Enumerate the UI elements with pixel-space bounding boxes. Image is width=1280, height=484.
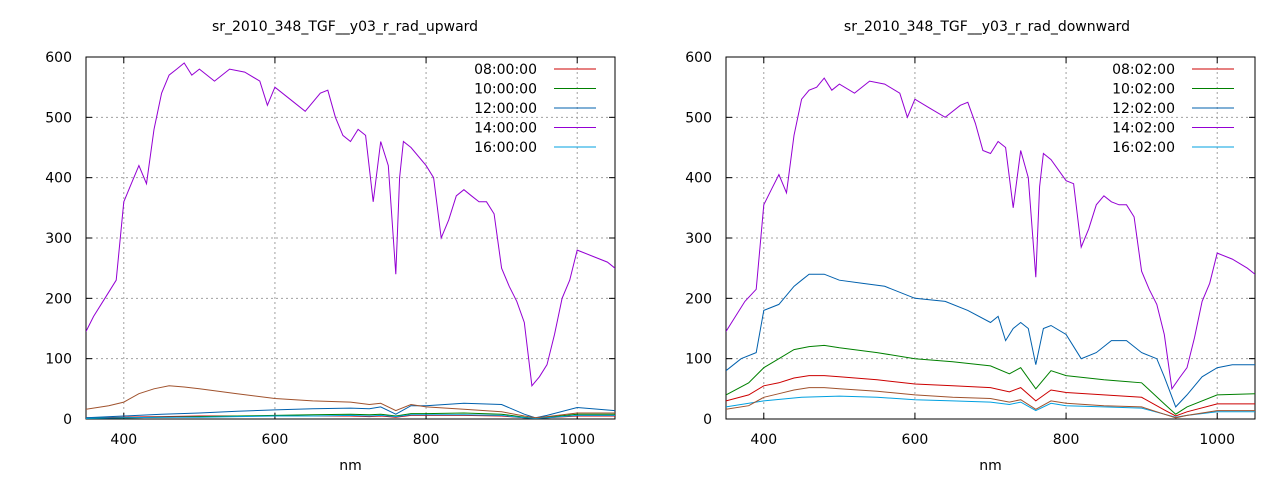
legend-label: 14:02:00 xyxy=(1112,121,1175,137)
x-tick-label: 400 xyxy=(110,432,137,448)
series-line-10-02-00 xyxy=(726,344,1255,415)
x-tick-label: 800 xyxy=(413,432,440,448)
y-tick-label: 0 xyxy=(703,412,712,428)
series-group xyxy=(726,77,1255,419)
y-tick-label: 600 xyxy=(45,50,72,66)
legend-label: 12:02:00 xyxy=(1112,101,1175,117)
x-tick-label: 800 xyxy=(1053,432,1080,448)
plot-frame xyxy=(725,56,1256,420)
x-tick-label: 1000 xyxy=(1199,432,1235,448)
legend-label: 08:00:00 xyxy=(474,62,537,78)
y-tick-label: 500 xyxy=(45,110,72,126)
x-tick-label: 400 xyxy=(750,432,777,448)
series-line-16-00-00 xyxy=(86,414,615,419)
y-tick-label: 200 xyxy=(685,291,712,307)
y-tick-label: 300 xyxy=(685,231,712,247)
series-line-unlabeled-5 xyxy=(86,385,615,419)
series-line-unlabeled-5 xyxy=(726,387,1255,419)
series-line-14-00-00 xyxy=(86,62,615,388)
legend-label: 12:00:00 xyxy=(474,101,537,117)
x-tick-label: 600 xyxy=(262,432,289,448)
y-tick-label: 500 xyxy=(685,110,712,126)
x-axis-label: nm xyxy=(979,458,1002,474)
legend-label: 14:00:00 xyxy=(474,121,537,137)
legend-label: 16:02:00 xyxy=(1112,140,1175,156)
x-tick-label: 1000 xyxy=(559,432,595,448)
chart-panel-1: 400 600 800 1000 0 100 200 300 400 500 600 sr_2010_… xyxy=(45,19,616,474)
series-line-08-02-00 xyxy=(726,375,1255,417)
y-tick-label: 400 xyxy=(45,171,72,187)
y-tick-label: 600 xyxy=(685,50,712,66)
series-line-14-02-00 xyxy=(726,77,1255,391)
series-line-12-02-00 xyxy=(726,273,1255,408)
legend-label: 10:02:00 xyxy=(1112,82,1175,98)
chart-title: sr_2010_348_TGF__y03_r_rad_upward xyxy=(212,19,478,35)
y-tick-label: 100 xyxy=(685,352,712,368)
x-axis-label: nm xyxy=(339,458,362,474)
y-tick-label: 400 xyxy=(685,171,712,187)
y-tick-label: 200 xyxy=(45,291,72,307)
y-tick-label: 100 xyxy=(45,352,72,368)
chart-panel-2: 400 600 800 1000 0 100 200 300 400 500 600 sr_2010_… xyxy=(685,19,1256,474)
y-tick-label: 0 xyxy=(63,412,72,428)
y-tick-label: 300 xyxy=(45,231,72,247)
legend-label: 16:00:00 xyxy=(474,140,537,156)
legend-label: 10:00:00 xyxy=(474,82,537,98)
series-group xyxy=(86,62,615,419)
chart-title: sr_2010_348_TGF__y03_r_rad_downward xyxy=(844,19,1130,35)
legend-label: 08:02:00 xyxy=(1112,62,1175,78)
x-tick-label: 600 xyxy=(902,432,929,448)
